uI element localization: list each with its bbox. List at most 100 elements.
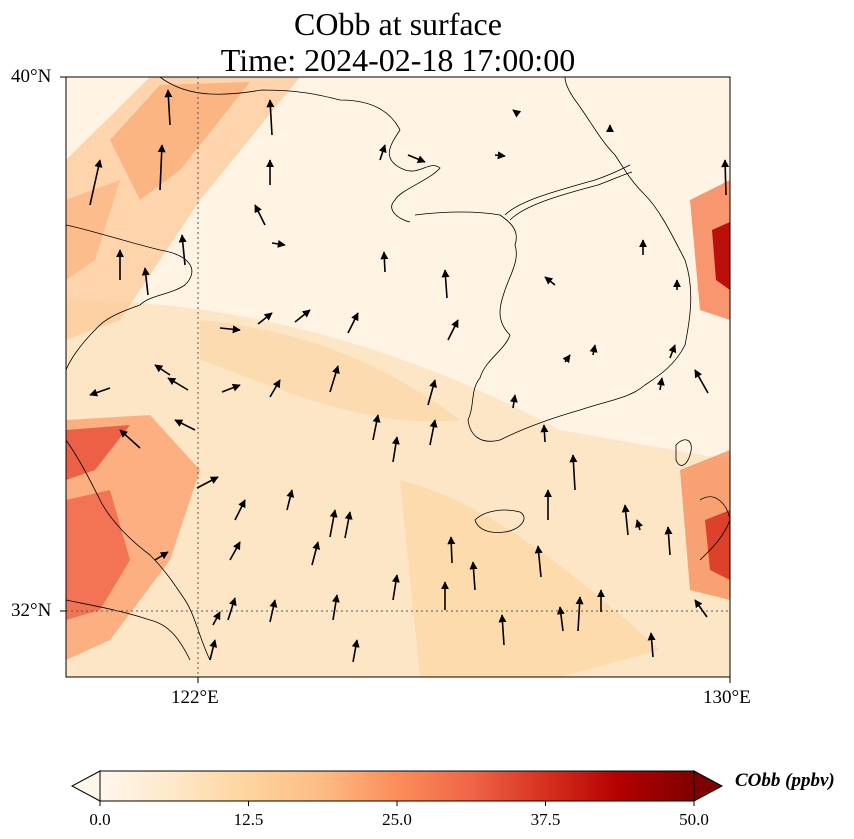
wind-vector-21: [219, 325, 241, 334]
wind-vector-31: [167, 377, 189, 391]
plot-title: CObb at surface: [294, 6, 502, 42]
wind-vector-22: [257, 312, 273, 325]
colorbar-body: [100, 771, 694, 801]
wind-vector-2: [378, 144, 387, 161]
wind-vector-37: [656, 377, 665, 391]
colorbar-extend-max: [693, 770, 724, 802]
wind-vector-13: [141, 267, 150, 296]
wind-vector-44: [540, 424, 549, 443]
wind-vector-71: [498, 614, 507, 646]
coastline-shandong: [66, 224, 193, 371]
wind-vector-43: [429, 419, 438, 446]
wind-vector-33: [269, 379, 281, 398]
plot-timestamp: Time: 2024-02-18 17:00:00: [220, 42, 576, 78]
wind-vector-26: [562, 354, 571, 364]
wind-vector-57: [447, 536, 456, 564]
wind-vector-0: [164, 89, 173, 126]
coastline-korea-west: [414, 77, 692, 442]
field-zone-se: [400, 480, 660, 677]
wind-vector-56: [311, 541, 321, 566]
wind-vector-74: [647, 632, 656, 658]
wind-vector-3: [407, 154, 426, 163]
wind-vector-41: [372, 414, 381, 441]
wind-vector-25: [447, 319, 459, 341]
lon-label-130e: 130°E: [703, 687, 751, 708]
wind-vector-32: [221, 383, 241, 393]
wind-vector-50: [344, 511, 353, 539]
plume-southeast-core: [705, 510, 730, 580]
coastlines: [66, 77, 730, 661]
wind-vector-7: [89, 159, 103, 206]
coastline-kyushu: [699, 496, 730, 561]
wind-vector-30: [154, 364, 171, 376]
gridlines: [66, 77, 730, 677]
colorbar-tick-0: 0.0: [89, 810, 111, 829]
wind-vector-47: [234, 499, 246, 521]
wind-vector-48: [286, 489, 295, 511]
wind-vector-24: [347, 312, 359, 334]
wind-vector-34: [329, 365, 340, 393]
field-zone-center: [200, 320, 460, 422]
lat-label-40n: 40°N: [11, 66, 52, 87]
plume-southwest-core: [66, 490, 130, 620]
wind-vector-39: [119, 429, 141, 449]
wind-vector-42: [391, 436, 400, 463]
coastline-jeju: [474, 509, 525, 533]
wind-vector-4: [494, 151, 506, 160]
colorbar-tick-1: 12.5: [233, 810, 264, 829]
wind-vector-67: [556, 606, 565, 632]
wind-vector-55: [154, 551, 169, 561]
wind-vector-27: [589, 344, 598, 356]
colorbar: [70, 770, 724, 806]
wind-vector-35: [427, 379, 437, 406]
lat-label-32n: 32°N: [11, 600, 52, 621]
wind-vector-23: [294, 309, 311, 323]
map-frame: [65, 76, 731, 678]
coastline-korea-border-2: [509, 171, 633, 221]
wind-vector-36: [509, 394, 518, 409]
colorbar-label: CObb (ppbv): [735, 770, 835, 791]
wind-vector-11: [178, 234, 187, 266]
wind-vector-38: [694, 369, 709, 394]
colorbar-tick-4: 50.0: [679, 810, 709, 829]
wind-vector-20: [721, 159, 730, 196]
wind-vector-53: [635, 519, 643, 531]
wind-vector-59: [664, 526, 673, 556]
wind-vector-45: [569, 454, 578, 491]
wind-vector-64: [227, 597, 237, 621]
plume-west: [66, 180, 120, 280]
wind-vector-70: [694, 599, 708, 618]
wind-vector-28: [668, 344, 677, 359]
wind-vectors: [89, 89, 730, 663]
coastline-china-east: [66, 439, 211, 661]
colorbar-tick-2: 25.0: [382, 810, 412, 829]
wind-vector-17: [544, 276, 556, 286]
wind-vector-73: [209, 639, 218, 661]
coastline-yangtze: [66, 599, 191, 661]
lon-label-122e: 122°E: [171, 687, 219, 708]
colorbar-tick-3: 37.5: [530, 810, 561, 829]
plume-northwest-core: [110, 82, 250, 200]
wind-vector-15: [380, 251, 389, 273]
wind-vector-54: [229, 541, 241, 561]
field-layer: [66, 77, 730, 677]
wind-vector-52: [621, 504, 630, 536]
coastline-korea-border-1: [504, 164, 631, 216]
wind-vector-68: [575, 596, 584, 632]
wind-vector-61: [469, 561, 478, 591]
wind-vector-72: [351, 639, 360, 663]
wind-vector-49: [329, 509, 338, 538]
wind-vector-60: [391, 574, 400, 601]
wind-vector-40: [174, 419, 196, 431]
wind-vector-58: [534, 545, 543, 578]
wind-vector-16: [441, 269, 450, 299]
wind-vector-46: [196, 476, 219, 489]
coastline-liaodong: [159, 77, 441, 223]
wind-vector-5: [512, 109, 522, 118]
wind-vector-66: [331, 594, 340, 621]
wind-vector-1: [266, 99, 275, 136]
coastline-tsushima: [675, 439, 692, 466]
plume-east-core: [712, 222, 730, 290]
colorbar-extend-min: [70, 770, 101, 802]
plume-east: [690, 180, 730, 320]
